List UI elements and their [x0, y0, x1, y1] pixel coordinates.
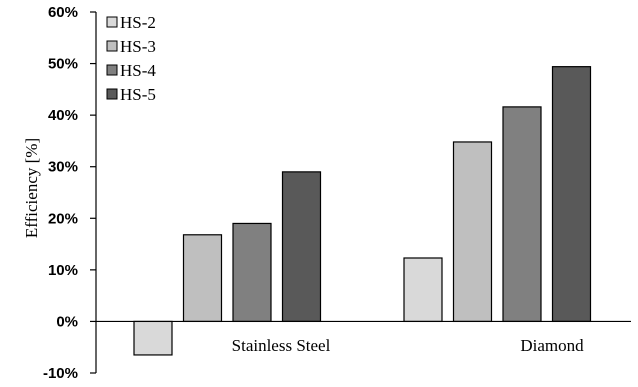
bar-hs-5-diamond: [551, 66, 592, 323]
y-tick-label: 20%: [48, 210, 78, 227]
category-label-stainless-steel: Stainless Steel: [232, 336, 331, 355]
legend-label-hs-3: HS-3: [120, 37, 156, 56]
y-tick-label: 60%: [48, 4, 78, 21]
legend-label-hs-2: HS-2: [120, 13, 156, 32]
bars-group: [133, 66, 592, 356]
category-labels-group: Stainless Steel Diamond: [232, 336, 584, 355]
y-tick-label: 30%: [48, 159, 78, 176]
y-tick-label: 40%: [48, 107, 78, 124]
category-label-diamond: Diamond: [520, 336, 584, 355]
y-tick-label: 0%: [56, 313, 78, 330]
legend-label-hs-5: HS-5: [120, 85, 156, 104]
legend: HS-2 HS-3 HS-4 HS-5: [106, 13, 156, 104]
legend-label-hs-4: HS-4: [120, 61, 156, 80]
bar-hs-4-diamond: [502, 106, 542, 323]
y-tick-label: 10%: [48, 262, 78, 279]
y-tick-label: 50%: [48, 56, 78, 73]
legend-swatch-hs-5: [106, 88, 118, 100]
y-axis-title: Efficiency [%]: [22, 138, 41, 238]
y-ticks-group: -10% 0% 10% 20% 30% 40% 50% 60%: [43, 4, 96, 382]
bar-hs-3-stainless-steel: [182, 234, 223, 323]
legend-swatch-hs-2: [106, 16, 118, 28]
legend-swatch-hs-4: [106, 64, 118, 76]
bar-hs-5-stainless-steel: [281, 171, 322, 323]
legend-swatch-hs-3: [106, 40, 118, 52]
bar-hs-4-stainless-steel: [232, 222, 272, 323]
bar-hs-2-diamond: [403, 257, 443, 323]
bar-hs-2-stainless-steel: [133, 320, 173, 356]
bar-hs-3-diamond: [452, 141, 493, 323]
axes-group: [95, 12, 631, 373]
y-tick-label: -10%: [43, 365, 78, 382]
